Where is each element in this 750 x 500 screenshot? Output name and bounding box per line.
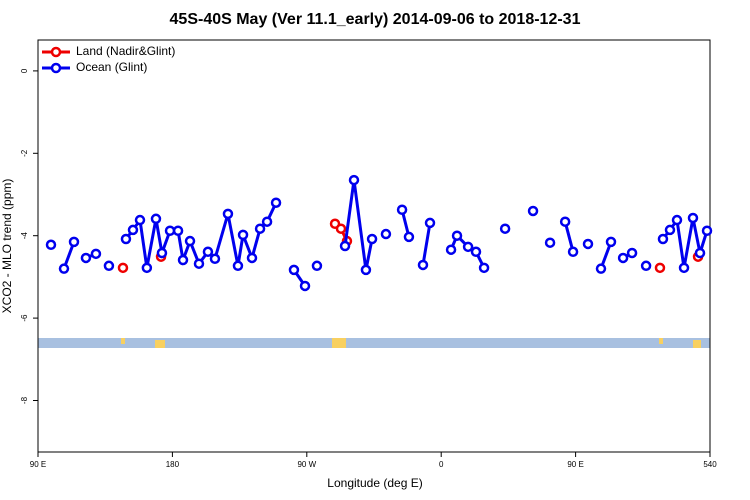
data-point: [339, 240, 351, 252]
data-point: [237, 229, 249, 241]
data-point: [254, 223, 266, 234]
data-point: [657, 233, 669, 245]
legend-marker: [50, 46, 62, 58]
data-point: [348, 174, 360, 186]
data-point: [687, 212, 699, 224]
data-point: [80, 252, 92, 264]
data-point: [462, 241, 474, 253]
data-point: [360, 264, 372, 276]
data-point: [193, 258, 205, 269]
data-point: [232, 260, 244, 272]
series-line: [335, 224, 698, 257]
mask-land: [693, 340, 701, 348]
x-tick-label: 540: [703, 460, 717, 469]
data-point: [127, 224, 139, 236]
data-point: [701, 225, 713, 237]
data-point: [134, 214, 146, 226]
x-tick-label: 0: [439, 460, 444, 469]
data-point: [527, 205, 539, 217]
x-tick-label: 180: [166, 460, 180, 469]
data-point: [640, 260, 652, 272]
data-point: [396, 204, 408, 215]
mask-band: [38, 338, 710, 348]
data-point: [141, 262, 153, 274]
legend-label: Ocean (Glint): [76, 60, 147, 74]
data-point: [380, 228, 392, 240]
data-point: [499, 223, 511, 234]
y-tick-label: 0: [20, 68, 29, 73]
data-point: [451, 230, 463, 241]
data-point: [311, 260, 323, 272]
mask-land: [332, 338, 346, 348]
x-tick-label: 90 E: [30, 460, 46, 469]
data-point: [567, 246, 579, 258]
data-point: [403, 231, 415, 243]
data-point: [595, 263, 607, 274]
x-axis-label: Longitude (deg E): [327, 476, 422, 490]
data-point: [617, 252, 629, 264]
data-point: [120, 233, 132, 245]
data-point: [156, 247, 168, 259]
data-point: [90, 248, 102, 260]
legend-label: Land (Nadir&Glint): [76, 44, 175, 58]
data-point: [45, 239, 57, 251]
land-mask: [38, 338, 710, 348]
data-point: [582, 238, 594, 250]
data-point: [299, 280, 311, 292]
data-point: [172, 225, 184, 237]
data-point: [246, 252, 258, 264]
data-point: [68, 236, 80, 248]
data-point: [150, 213, 162, 225]
data-point: [103, 260, 115, 272]
y-axis-label: XCO2 - MLO trend (ppm): [0, 179, 14, 314]
data-point: [202, 246, 214, 258]
data-point: [559, 216, 571, 227]
data-point: [222, 208, 234, 220]
data-point: [654, 262, 666, 274]
data-point: [478, 262, 490, 274]
data-point: [445, 244, 457, 255]
data-point: [470, 246, 482, 258]
mask-land: [659, 338, 663, 344]
data-point: [678, 262, 690, 274]
data-point: [366, 233, 378, 245]
y-tick-label: -4: [20, 232, 29, 240]
mask-land: [121, 338, 125, 344]
data-point: [184, 235, 196, 247]
data-point: [417, 259, 429, 271]
data-point: [288, 264, 300, 276]
y-tick-label: -6: [20, 314, 29, 322]
data-point: [117, 262, 129, 274]
y-tick-label: -8: [20, 396, 29, 404]
data-point: [544, 237, 556, 248]
data-point: [694, 247, 706, 259]
x-tick-label: 90 W: [297, 460, 316, 469]
data-point: [270, 197, 282, 208]
mask-land: [155, 340, 165, 348]
data-point: [424, 217, 436, 229]
data-point: [626, 247, 638, 259]
x-tick-label: 90 E: [567, 460, 583, 469]
data-point: [664, 224, 676, 236]
data-point: [671, 214, 683, 226]
data-point: [58, 263, 70, 274]
data-point: [335, 223, 347, 234]
data-point: [209, 253, 221, 265]
legend-marker: [50, 62, 62, 74]
y-tick-label: -2: [20, 149, 29, 157]
data-point: [605, 236, 617, 248]
data-point: [177, 254, 189, 266]
data-point: [164, 225, 176, 237]
data-point: [261, 216, 273, 227]
chart-title: 45S-40S May (Ver 11.1_early) 2014-09-06 …: [170, 11, 581, 28]
plot-frame: [37, 39, 711, 453]
